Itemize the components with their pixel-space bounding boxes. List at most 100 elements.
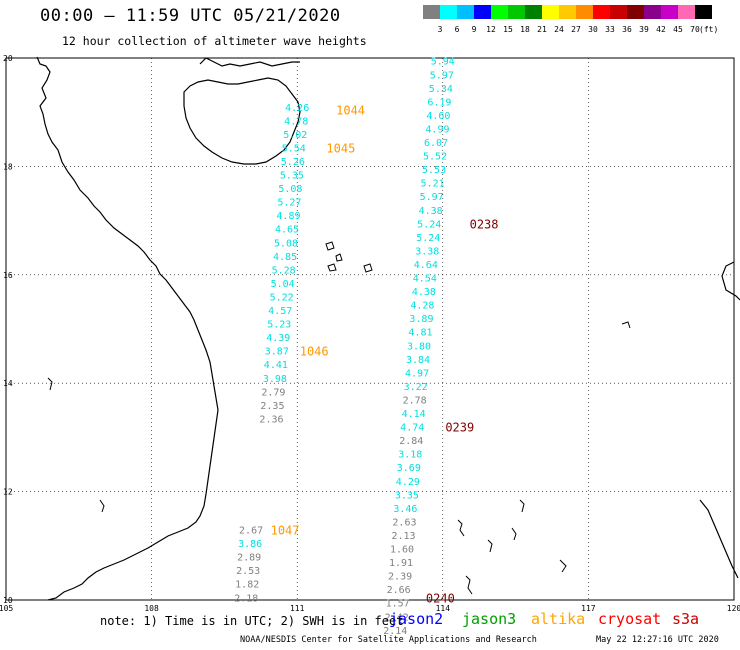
swh-value: 5.08 xyxy=(278,184,302,195)
footer-timestamp: May 22 12:27:16 UTC 2020 xyxy=(596,635,719,645)
swh-value: 4.65 xyxy=(275,225,299,236)
time-label: 0239 xyxy=(445,421,474,435)
swh-value: 5.97 xyxy=(420,192,444,203)
x-tick-label: 108 xyxy=(144,604,159,613)
swh-value: 2.42 xyxy=(385,612,409,623)
colorbar-swatch xyxy=(559,5,576,19)
swh-value: 4.38 xyxy=(412,287,436,298)
swh-value: 5.52 xyxy=(423,152,447,163)
swh-value: 2.78 xyxy=(403,395,427,406)
swh-value: 5.08 xyxy=(274,238,298,249)
chart-subtitle: 12 hour collection of altimeter wave hei… xyxy=(62,34,367,48)
y-tick-label: 16 xyxy=(3,271,13,280)
swh-value: 4.60 xyxy=(426,111,450,122)
swh-value: 3.98 xyxy=(263,374,287,385)
swh-value: 3.69 xyxy=(397,463,421,474)
x-tick-label: 120 xyxy=(727,604,740,613)
colorbar-tick-label: 12 xyxy=(486,25,496,34)
swh-value: 4.89 xyxy=(276,211,300,222)
colorbar-tick-label: 15 xyxy=(503,25,513,34)
swh-value: 5.35 xyxy=(280,171,304,182)
colorbar-swatch xyxy=(695,5,712,19)
altimeter-tracks: 4.26 4.78 5.02 5.54 5.26 5.35 5.08 5.27 4.89 4.65… xyxy=(234,57,455,637)
colorbar-tick-label: 27 xyxy=(571,25,581,34)
colorbar-swatch xyxy=(508,5,525,19)
x-tick-label: 114 xyxy=(436,604,451,613)
swh-value: 5.21 xyxy=(421,179,445,190)
swh-value: 3.46 xyxy=(393,504,417,515)
colorbar-swatch xyxy=(678,5,695,19)
colorbar-tick-label: 18 xyxy=(520,25,530,34)
china-coastline xyxy=(199,57,300,67)
colorbar-tick-label: 33 xyxy=(605,25,615,34)
legend-item-jason3: jason3 xyxy=(462,610,517,628)
swh-value: 4.78 xyxy=(284,116,308,127)
paracel-island-3 xyxy=(327,263,337,272)
swh-value: 2.53 xyxy=(236,566,260,577)
swh-value: 5.34 xyxy=(429,84,453,95)
swh-value: 4.97 xyxy=(405,368,429,379)
colorbar-swatch xyxy=(644,5,661,19)
colorbar-swatch xyxy=(474,5,491,19)
colorbar-swatch xyxy=(457,5,474,19)
swh-value: 2.63 xyxy=(392,517,416,528)
swh-value: 2.13 xyxy=(391,531,415,542)
colorbar-swatch xyxy=(525,5,542,19)
swh-value: 5.26 xyxy=(281,157,305,168)
colorbar-swatch xyxy=(423,5,440,19)
swh-value: 4.64 xyxy=(414,260,438,271)
swh-value: 4.26 xyxy=(285,103,309,114)
swh-value: 2.36 xyxy=(259,414,283,425)
swh-value: 3.35 xyxy=(395,490,419,501)
y-tick-label: 18 xyxy=(3,162,13,171)
swh-value: 5.04 xyxy=(271,279,295,290)
swh-value: 6.19 xyxy=(427,97,451,108)
reef-fragment-2 xyxy=(457,519,465,537)
reef-fragment-7 xyxy=(465,575,473,595)
swh-value: 4.29 xyxy=(396,477,420,488)
swh-value: 4.81 xyxy=(408,328,432,339)
chart-title: 00:00 — 11:59 UTC 05/21/2020 xyxy=(40,6,341,26)
swh-value: 5.24 xyxy=(416,233,440,244)
colorbar-tick-label: 30 xyxy=(588,25,598,34)
swh-value: 4.57 xyxy=(268,306,292,317)
swh-value: 4.28 xyxy=(410,301,434,312)
time-label: 0240 xyxy=(426,591,455,605)
time-labels: 1044 1045 1046 1047 0238 0239 0240 xyxy=(271,103,499,605)
time-label: 0238 xyxy=(470,217,499,231)
legend-item-altika: altika xyxy=(531,610,586,628)
colorbar-swatch xyxy=(491,5,508,19)
colorbar-swatch xyxy=(661,5,678,19)
paracel-island-1 xyxy=(325,241,335,251)
axis-tick-labels: 105 108 111 114 117 120 20 18 16 14 12 10 xyxy=(0,54,740,613)
swh-value: 1.57 xyxy=(386,599,410,610)
swh-value: 4.38 xyxy=(419,206,443,217)
swh-value: 4.54 xyxy=(413,274,437,285)
swh-value: 3.86 xyxy=(238,539,262,550)
reef-fragment-3 xyxy=(487,539,493,553)
colorbar-swatch xyxy=(610,5,627,19)
legend-item-jason2: jason2 xyxy=(389,610,444,628)
colorbar-unit: (ft) xyxy=(699,25,719,34)
swh-value: 2.79 xyxy=(261,387,285,398)
swh-value: 5.02 xyxy=(283,130,307,141)
swh-value: 3.22 xyxy=(404,382,428,393)
swh-value: 5.24 xyxy=(417,219,441,230)
swh-value: 2.89 xyxy=(237,553,261,564)
legend-item-s3a: s3a xyxy=(672,610,700,628)
swh-value: 5.97 xyxy=(430,70,454,81)
colorbar-tick-label: 45 xyxy=(673,25,683,34)
hainan-island xyxy=(183,77,301,165)
swh-value: 4.14 xyxy=(402,409,426,420)
colorbar-tick-label: 9 xyxy=(471,25,477,34)
swh-value: 2.84 xyxy=(399,436,423,447)
x-tick-label: 105 xyxy=(0,604,13,613)
colorbar-tick-label: 42 xyxy=(656,25,666,34)
footer-credit: NOAA/NESDIS Center for Satellite Applica… xyxy=(240,635,537,645)
colorbar-swatch xyxy=(593,5,610,19)
swh-value: 3.80 xyxy=(407,341,431,352)
swh-value: 6.07 xyxy=(424,138,448,149)
colorbar-tick-label: 36 xyxy=(622,25,632,34)
swh-value: 2.67 xyxy=(239,526,263,537)
